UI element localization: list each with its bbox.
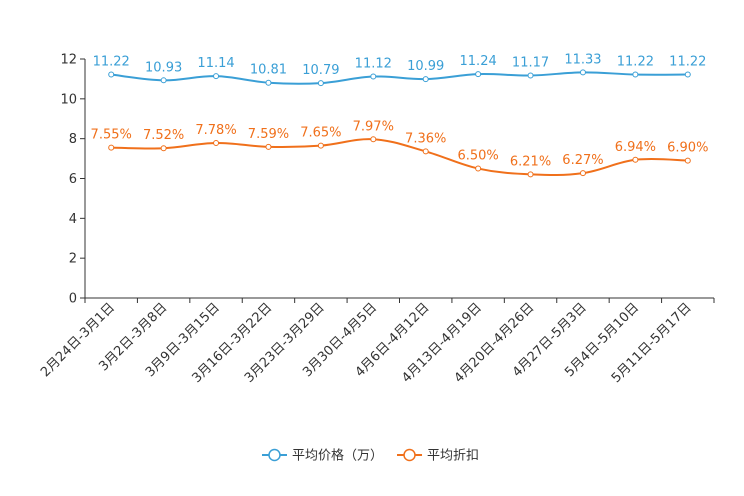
legend-label-1[interactable]: 平均折扣: [427, 449, 479, 464]
data-label: 10.79: [302, 63, 339, 78]
data-point[interactable]: [108, 144, 115, 151]
data-point[interactable]: [160, 77, 167, 84]
data-label: 7.55%: [91, 128, 132, 143]
y-tick-label: 4: [69, 212, 77, 227]
legend[interactable]: 平均价格（万） 平均折扣: [262, 448, 479, 464]
y-tick-label: 6: [69, 172, 77, 187]
data-label: 11.22: [617, 55, 654, 70]
y-tick-label: 10: [60, 92, 77, 107]
data-label: 7.65%: [300, 126, 341, 141]
data-point[interactable]: [370, 73, 377, 80]
data-label: 6.94%: [615, 140, 656, 155]
y-tick-label: 12: [60, 53, 77, 68]
data-point[interactable]: [684, 157, 691, 164]
data-label: 10.99: [407, 59, 444, 74]
data-label: 6.21%: [510, 154, 551, 169]
legend-marker-1[interactable]: [403, 448, 416, 462]
data-point[interactable]: [527, 72, 534, 79]
data-point[interactable]: [422, 76, 429, 83]
data-label: 7.36%: [405, 131, 446, 146]
data-label: 6.27%: [562, 153, 603, 168]
series-line-1: [111, 138, 688, 177]
legend-label-0[interactable]: 平均价格（万）: [292, 448, 383, 464]
legend-marker-0[interactable]: [268, 448, 281, 462]
data-label: 7.78%: [195, 123, 236, 138]
data-point[interactable]: [632, 156, 639, 163]
series-line-0: [111, 71, 688, 85]
data-point[interactable]: [632, 71, 639, 78]
data-point[interactable]: [684, 71, 691, 78]
data-point[interactable]: [527, 171, 534, 178]
data-label: 11.12: [355, 57, 392, 72]
data-label: 11.14: [197, 56, 234, 71]
data-point[interactable]: [579, 170, 586, 177]
data-label: 11.22: [669, 55, 706, 70]
data-label: 10.93: [145, 60, 182, 75]
series-layer: [108, 69, 691, 178]
data-point[interactable]: [160, 145, 167, 152]
data-label: 6.50%: [457, 149, 498, 164]
data-label: 11.33: [564, 52, 601, 67]
data-point[interactable]: [265, 79, 272, 86]
data-point[interactable]: [265, 143, 272, 150]
data-point[interactable]: [108, 71, 115, 78]
data-labels-layer: 11.22 10.93 11.14 10.81 10.79 11.12 10.99 11.24…: [91, 52, 709, 169]
data-label: 11.24: [460, 54, 497, 69]
data-label: 7.52%: [143, 128, 184, 143]
data-point[interactable]: [370, 136, 377, 143]
y-tick-label: 8: [69, 132, 77, 147]
data-point[interactable]: [317, 80, 324, 87]
data-point[interactable]: [422, 148, 429, 155]
data-label: 10.81: [250, 63, 287, 78]
data-point[interactable]: [213, 73, 220, 80]
data-label: 6.90%: [667, 141, 708, 156]
y-tick-label: 0: [69, 292, 77, 307]
data-label: 7.59%: [248, 127, 289, 142]
data-label: 7.97%: [353, 119, 394, 134]
data-label: 11.17: [512, 56, 549, 71]
data-point[interactable]: [317, 142, 324, 149]
data-point[interactable]: [213, 140, 220, 147]
data-point[interactable]: [475, 71, 482, 78]
data-label: 11.22: [93, 55, 130, 70]
y-tick-label: 2: [69, 252, 77, 267]
data-point[interactable]: [579, 69, 586, 76]
axes: 0246810122月24日-3月1日3月2日-3月8日3月9日-3月15日3月…: [38, 53, 715, 386]
data-point[interactable]: [475, 165, 482, 172]
